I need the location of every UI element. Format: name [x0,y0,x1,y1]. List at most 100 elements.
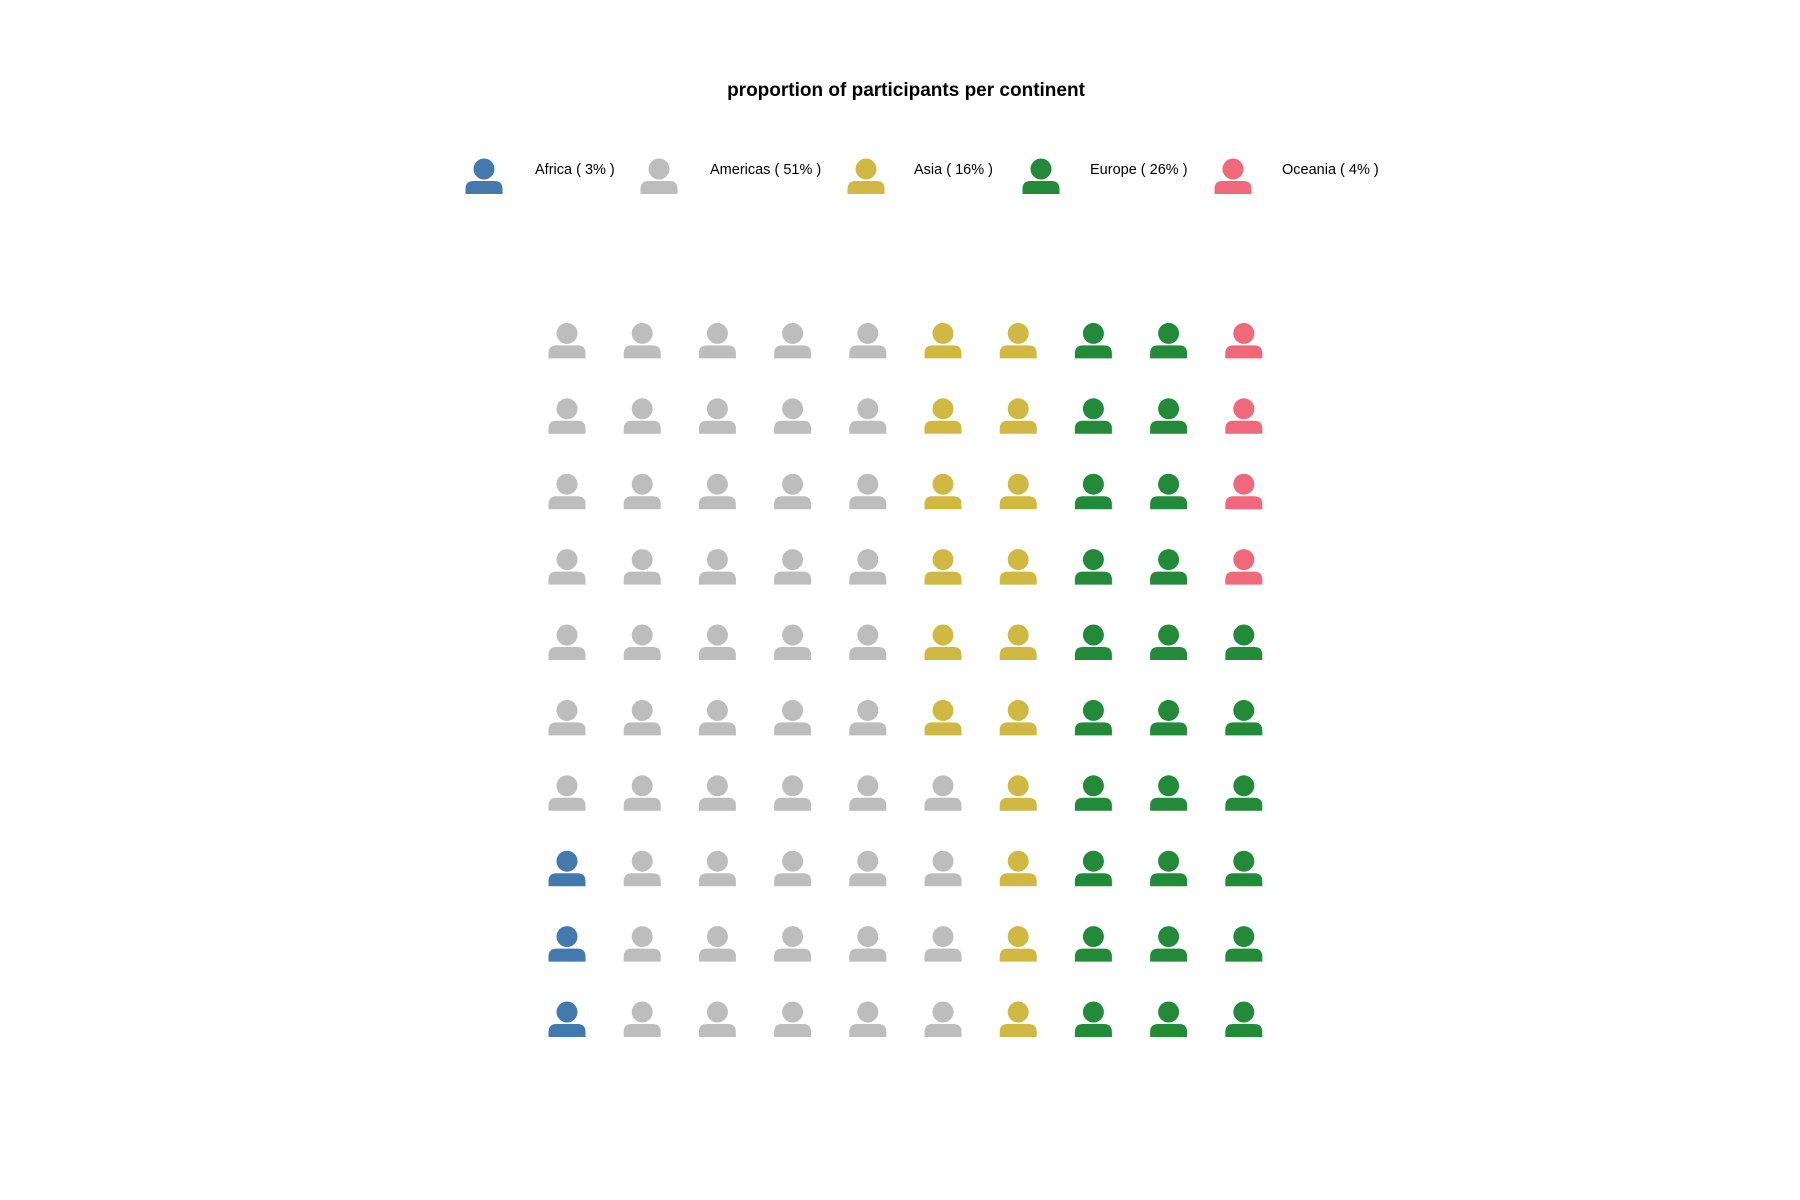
person-icon-americas [698,699,736,736]
person-icon-americas [548,322,586,359]
person-icon-asia [924,473,962,510]
person-icon-body [849,420,887,434]
person-icon-body [849,1024,887,1037]
person-icon-body [698,722,736,736]
person-icon-body [1150,722,1188,736]
person-icon-europe [1074,775,1112,811]
person-icon-head [631,473,653,495]
person-icon-head [932,1001,954,1023]
person-icon-body [698,948,736,962]
person-icon-americas [774,1001,812,1037]
person-icon-americas [924,926,962,962]
person-icon-head [857,398,879,420]
legend-person-icon [1214,158,1252,194]
person-icon-body [924,948,962,962]
person-icon-head [631,850,653,872]
legend-label-europe: Europe ( 26% ) [1090,162,1188,178]
person-icon-americas [849,1001,887,1037]
person-icon-body [623,948,661,962]
person-icon-body [1150,345,1188,359]
person-icon-body [1150,1024,1188,1037]
person-icon-head [1082,322,1104,344]
person-icon-body [1022,181,1060,194]
person-icon-body [623,722,661,736]
person-icon-body [1074,345,1112,359]
person-icon-europe [1074,1001,1112,1037]
person-icon-head [1007,850,1029,872]
person-icon-americas [623,473,661,510]
person-icon-americas [849,549,887,585]
person-icon-head [631,775,653,797]
person-icon-americas [548,473,586,510]
person-icon-europe [1150,926,1188,962]
person-icon-body [1150,571,1188,585]
person-icon-head [1233,473,1255,495]
person-icon-head [1082,473,1104,495]
person-icon-asia [999,1001,1037,1037]
person-icon-head [706,473,728,495]
person-icon-head [631,549,653,571]
person-icon-europe [1074,624,1112,660]
person-icon-americas [698,624,736,660]
person-icon-head [556,398,578,420]
person-icon-body [465,181,503,194]
person-icon-head [706,624,728,646]
person-icon-body [623,420,661,434]
person-icon-europe [1074,398,1112,434]
person-icon-body [698,496,736,510]
person-icon-body [1150,948,1188,962]
person-icon-head [1233,549,1255,571]
person-icon-body [999,722,1037,736]
person-icon-body [1074,1024,1112,1037]
person-icon-head [782,624,804,646]
person-icon-oceania [1225,549,1263,585]
person-icon-head [1233,850,1255,872]
person-icon-head [1007,699,1029,721]
person-icon-body [698,797,736,811]
person-icon-body [849,496,887,510]
person-icon-americas [774,699,812,736]
person-icon-head [1082,1001,1104,1023]
person-icon-head [1158,1001,1180,1023]
person-icon-head [1082,398,1104,420]
person-icon-head [1082,850,1104,872]
person-icon-body [849,797,887,811]
person-icon-body [924,571,962,585]
person-icon-body [698,571,736,585]
person-icon-body [1074,647,1112,660]
person-icon-body [774,948,812,962]
person-icon-body [698,345,736,359]
person-icon-asia [999,473,1037,510]
person-icon-body [1074,722,1112,736]
person-icon-head [782,322,804,344]
person-icon-head [1007,1001,1029,1023]
person-icon-body [1225,797,1263,811]
person-icon-head [782,926,804,948]
person-icon-europe [1150,850,1188,887]
legend-label-africa: Africa ( 3% ) [535,162,615,178]
person-icon-body [698,420,736,434]
person-icon-head [556,850,578,872]
person-icon-body [999,571,1037,585]
person-icon-americas [849,699,887,736]
person-icon-americas [849,926,887,962]
person-icon-body [999,345,1037,359]
person-icon-head [1007,775,1029,797]
person-icon-asia [924,549,962,585]
person-icon-body [698,1024,736,1037]
legend-label-americas: Americas ( 51% ) [710,162,821,178]
person-icon-head [932,398,954,420]
person-icon-body [1074,873,1112,887]
person-icon-body [774,873,812,887]
person-icon-head [631,624,653,646]
person-icon-body [1150,420,1188,434]
person-icon-europe [1150,699,1188,736]
person-icon-asia [924,322,962,359]
person-icon-head [706,775,728,797]
person-icon-body [774,722,812,736]
person-icon-head [1158,473,1180,495]
person-icon-head [1007,549,1029,571]
person-icon-africa [548,1001,586,1037]
person-icon-body [640,181,678,194]
person-icon-head [706,322,728,344]
